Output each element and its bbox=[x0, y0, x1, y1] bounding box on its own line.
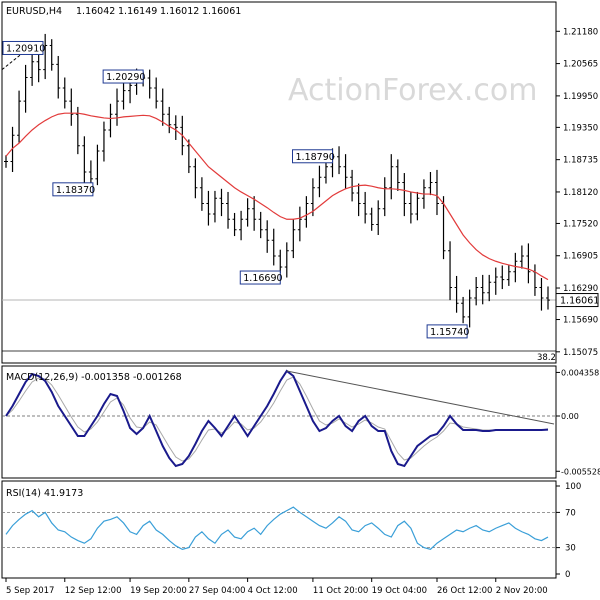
price-series-layer bbox=[1, 33, 556, 352]
price-annotation-label: 1.18790 bbox=[296, 152, 335, 163]
high-value: 1.16149 bbox=[118, 6, 157, 17]
current-price-label: 1.16061 bbox=[560, 296, 599, 307]
price-annotations: 1.20910 1.20290 1.18370 1.16690 1.18790 1.157… bbox=[2, 40, 469, 339]
price-annotation-label: 1.20910 bbox=[6, 43, 45, 54]
moving-average-line bbox=[5, 112, 549, 281]
macd-panel-frame bbox=[1, 365, 557, 479]
macd-trendline bbox=[286, 370, 555, 425]
price-tick-label: 1.16905 bbox=[563, 252, 598, 262]
macd-tick-label: -0.005528 bbox=[561, 467, 600, 476]
price-annotation-label: 1.18370 bbox=[56, 185, 95, 196]
macd-axis: 0.004358 0.00 -0.005528 bbox=[556, 368, 600, 476]
price-annotation-label: 1.20290 bbox=[106, 72, 145, 83]
time-tick-label: 4 Oct 12:00 bbox=[248, 586, 298, 596]
price-annotation-box bbox=[292, 149, 334, 164]
macd-tick-label: 0.00 bbox=[561, 412, 579, 421]
price-tick-label: 1.19950 bbox=[563, 92, 598, 102]
time-axis: 5 Sep 2017 12 Sep 12:00 19 Sep 20:00 27 Sep… bbox=[5, 578, 548, 596]
time-tick-label: 5 Sep 2017 bbox=[6, 586, 54, 596]
price-tick-label: 1.18120 bbox=[563, 188, 598, 198]
time-tick-label: 12 Sep 12:00 bbox=[65, 586, 122, 596]
low-value: 1.16012 bbox=[160, 6, 199, 17]
price-annotation-box bbox=[52, 182, 94, 197]
rsi-line bbox=[5, 506, 549, 551]
price-tick-label: 1.17520 bbox=[563, 219, 598, 229]
price-header: EURUSD,H4 1.16042 1.16149 1.16012 1.1606… bbox=[6, 6, 241, 17]
price-annotation-box bbox=[239, 270, 281, 285]
price-tick-label: 1.19350 bbox=[563, 123, 598, 133]
rsi-tick-label: 30 bbox=[565, 544, 576, 554]
macd-label: MACD(12,26,9) -0.001358 -0.001268 bbox=[6, 372, 182, 383]
price-tick-label: 1.18735 bbox=[563, 156, 598, 166]
fib-label: 38.2 bbox=[537, 353, 556, 363]
watermark: ActionForex.com bbox=[288, 73, 537, 108]
time-tick-label: 2 Nov 20:00 bbox=[496, 586, 548, 596]
time-tick-label: 26 Oct 12:00 bbox=[437, 586, 492, 596]
time-tick-label: 27 Sep 04:00 bbox=[189, 586, 246, 596]
price-tick-label: 1.21180 bbox=[563, 27, 598, 37]
rsi-axis: 100 70 30 0 bbox=[556, 482, 581, 580]
open-value: 1.16042 bbox=[76, 6, 115, 17]
price-tick-label: 1.20565 bbox=[563, 60, 598, 70]
price-annotation-box bbox=[2, 40, 44, 55]
rsi-series-layer bbox=[2, 506, 556, 551]
rsi-label: RSI(14) 41.9173 bbox=[6, 488, 83, 499]
price-annotation-label: 1.16690 bbox=[243, 273, 282, 284]
price-annotation-box bbox=[426, 324, 468, 339]
symbol-label: EURUSD,H4 bbox=[6, 6, 62, 17]
price-tick-label: 1.16290 bbox=[563, 284, 598, 294]
rsi-tick-label: 0 bbox=[565, 570, 570, 580]
price-annotation-label: 1.15740 bbox=[430, 327, 469, 338]
current-price-tag: 1.16061 bbox=[555, 293, 599, 308]
macd-series-layer bbox=[2, 369, 556, 468]
macd-line bbox=[5, 369, 549, 468]
rsi-tick-label: 100 bbox=[565, 482, 581, 492]
time-tick-label: 19 Sep 20:00 bbox=[130, 586, 187, 596]
price-annotation-box bbox=[102, 69, 144, 84]
time-tick-label: 11 Oct 20:00 bbox=[313, 586, 368, 596]
price-panel-frame bbox=[1, 1, 557, 364]
time-tick-label: 19 Oct 04:00 bbox=[372, 586, 427, 596]
price-tick-label: 1.15690 bbox=[563, 316, 598, 326]
close-value: 1.16061 bbox=[202, 6, 241, 17]
rsi-tick-label: 70 bbox=[565, 508, 576, 518]
rsi-panel-frame bbox=[1, 480, 557, 579]
macd-tick-label: 0.004358 bbox=[561, 368, 599, 377]
price-axis: 1.21180 1.20565 1.19950 1.19350 1.18735 1.181… bbox=[556, 27, 598, 358]
price-tick-label: 1.15075 bbox=[563, 348, 598, 358]
current-price-box bbox=[555, 293, 599, 308]
